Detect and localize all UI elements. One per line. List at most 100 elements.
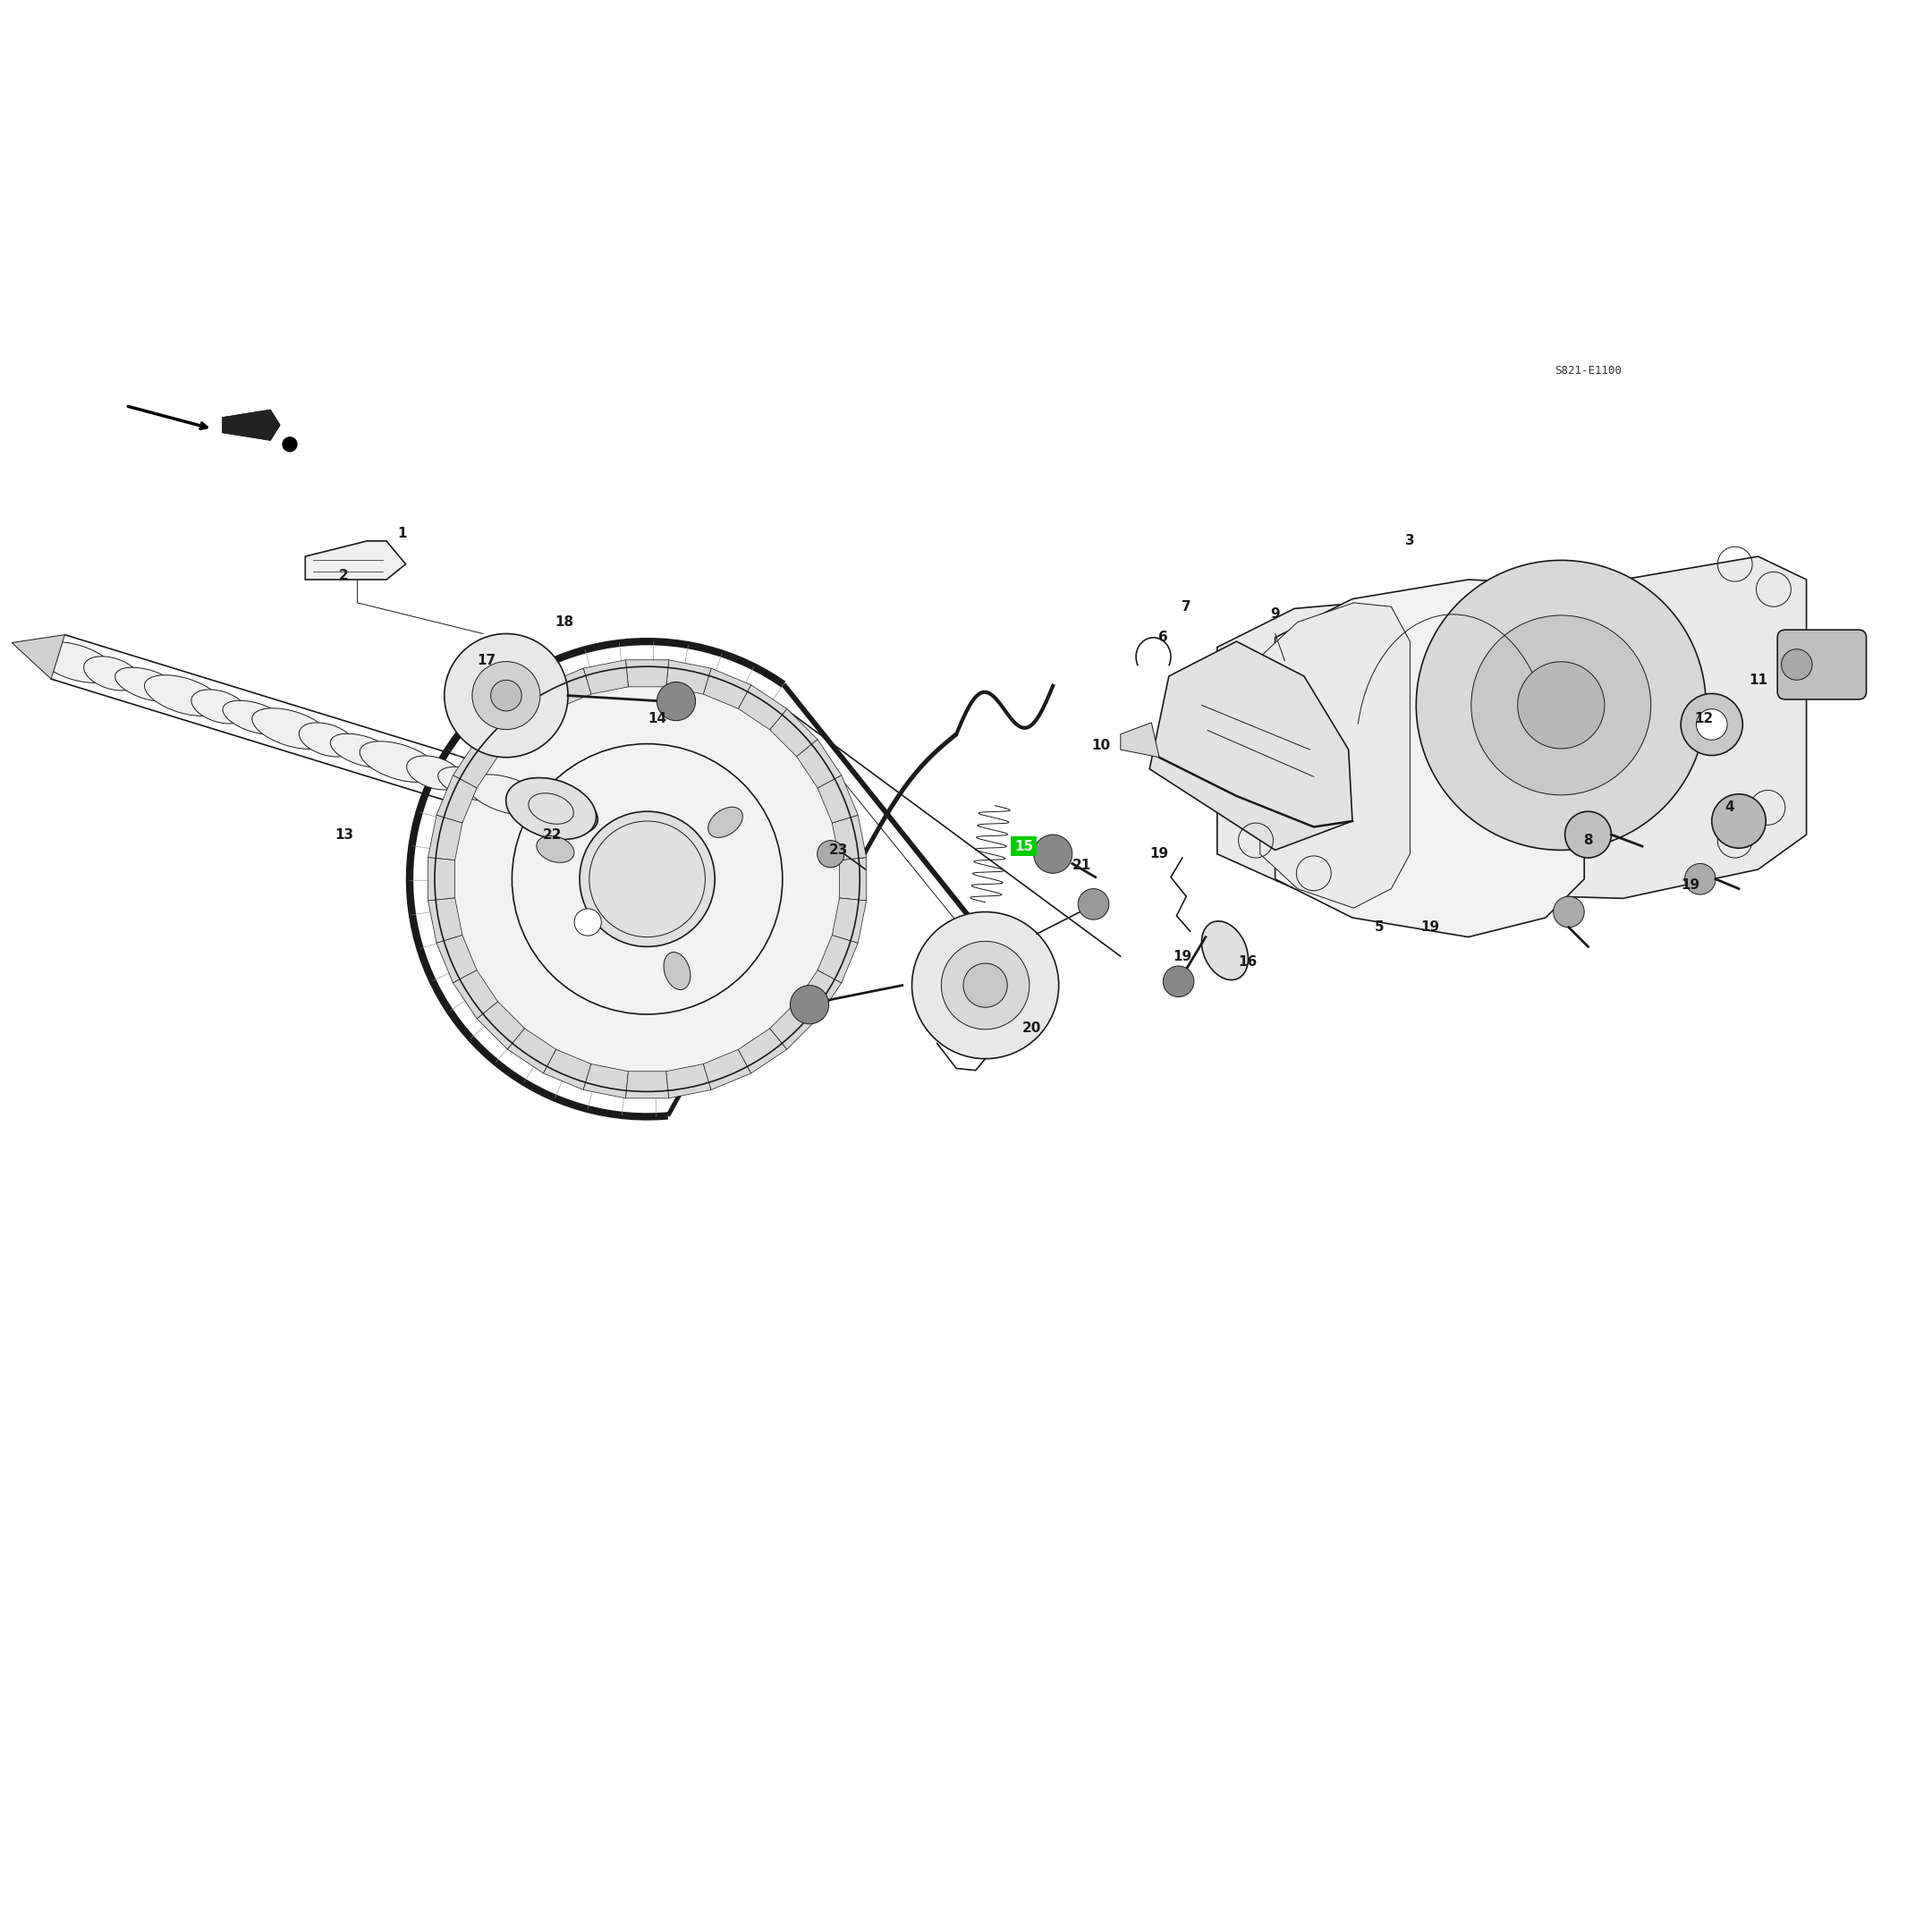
Text: 19: 19 xyxy=(1420,922,1439,933)
Ellipse shape xyxy=(83,657,139,690)
Circle shape xyxy=(1416,560,1706,850)
Circle shape xyxy=(580,811,715,947)
Text: 3: 3 xyxy=(1406,535,1414,547)
Text: 17: 17 xyxy=(477,655,497,667)
Circle shape xyxy=(1078,889,1109,920)
Polygon shape xyxy=(583,1065,628,1097)
Polygon shape xyxy=(769,1001,817,1049)
Text: 15: 15 xyxy=(1014,840,1034,852)
Polygon shape xyxy=(626,1072,668,1097)
Polygon shape xyxy=(429,898,462,943)
Circle shape xyxy=(450,682,844,1076)
Polygon shape xyxy=(508,1028,556,1074)
Ellipse shape xyxy=(524,788,597,835)
Ellipse shape xyxy=(1202,922,1248,980)
Ellipse shape xyxy=(359,742,439,782)
Text: 14: 14 xyxy=(647,713,667,724)
Circle shape xyxy=(1681,694,1743,755)
Circle shape xyxy=(471,661,541,730)
Ellipse shape xyxy=(116,667,180,701)
Text: 12: 12 xyxy=(1694,713,1714,724)
Text: 19: 19 xyxy=(1173,951,1192,962)
Text: 2: 2 xyxy=(340,570,348,582)
Text: S821-E1100: S821-E1100 xyxy=(1555,365,1621,377)
Text: 4: 4 xyxy=(1725,802,1733,813)
Text: 13: 13 xyxy=(334,829,354,840)
Circle shape xyxy=(1163,966,1194,997)
Circle shape xyxy=(574,908,601,935)
Text: 10: 10 xyxy=(1092,740,1111,752)
Polygon shape xyxy=(222,410,280,440)
Circle shape xyxy=(964,964,1007,1007)
Circle shape xyxy=(444,634,568,757)
Polygon shape xyxy=(796,970,842,1018)
Polygon shape xyxy=(508,684,556,730)
Circle shape xyxy=(1685,864,1716,895)
Polygon shape xyxy=(626,661,668,686)
Text: 16: 16 xyxy=(1238,956,1258,968)
Text: 19: 19 xyxy=(1681,879,1700,891)
Polygon shape xyxy=(667,661,711,694)
Text: 20: 20 xyxy=(1022,1022,1041,1034)
Ellipse shape xyxy=(709,808,742,837)
Ellipse shape xyxy=(145,674,222,717)
Polygon shape xyxy=(583,661,628,694)
Circle shape xyxy=(1034,835,1072,873)
Circle shape xyxy=(1553,896,1584,927)
Polygon shape xyxy=(437,935,477,983)
Text: 18: 18 xyxy=(554,616,574,628)
Ellipse shape xyxy=(37,641,116,682)
Polygon shape xyxy=(452,740,498,788)
Text: 19: 19 xyxy=(1150,848,1169,860)
Ellipse shape xyxy=(406,755,464,790)
Polygon shape xyxy=(543,1049,591,1090)
Circle shape xyxy=(282,437,298,452)
Polygon shape xyxy=(1150,641,1352,850)
Polygon shape xyxy=(833,815,866,860)
Circle shape xyxy=(491,680,522,711)
Polygon shape xyxy=(305,541,406,580)
Polygon shape xyxy=(738,1028,786,1074)
Circle shape xyxy=(817,840,844,867)
Polygon shape xyxy=(477,1001,526,1049)
Text: 22: 22 xyxy=(543,829,562,840)
FancyBboxPatch shape xyxy=(1777,630,1866,699)
Circle shape xyxy=(657,682,696,721)
Polygon shape xyxy=(543,668,591,709)
Polygon shape xyxy=(840,858,866,900)
Circle shape xyxy=(1712,794,1766,848)
Text: 7: 7 xyxy=(1182,601,1190,612)
Ellipse shape xyxy=(222,701,288,734)
Polygon shape xyxy=(477,709,526,757)
Text: 9: 9 xyxy=(1271,609,1279,620)
Polygon shape xyxy=(429,858,454,900)
Ellipse shape xyxy=(251,709,330,750)
Text: 11: 11 xyxy=(1748,674,1768,686)
Polygon shape xyxy=(429,815,462,860)
Polygon shape xyxy=(796,740,842,788)
Ellipse shape xyxy=(439,767,502,802)
Polygon shape xyxy=(769,709,817,757)
Polygon shape xyxy=(1275,580,1584,937)
Text: 6: 6 xyxy=(1159,632,1167,643)
Circle shape xyxy=(790,985,829,1024)
Polygon shape xyxy=(667,1065,711,1097)
Polygon shape xyxy=(437,775,477,823)
Ellipse shape xyxy=(330,734,396,767)
Ellipse shape xyxy=(299,723,355,757)
Circle shape xyxy=(1565,811,1611,858)
Polygon shape xyxy=(817,935,858,983)
Circle shape xyxy=(912,912,1059,1059)
Text: 1: 1 xyxy=(398,527,406,539)
Text: 23: 23 xyxy=(829,844,848,856)
Polygon shape xyxy=(703,1049,752,1090)
Polygon shape xyxy=(12,636,66,678)
Polygon shape xyxy=(1217,556,1806,898)
Polygon shape xyxy=(817,775,858,823)
Polygon shape xyxy=(452,970,498,1018)
Ellipse shape xyxy=(506,779,597,840)
Ellipse shape xyxy=(514,788,570,823)
Ellipse shape xyxy=(665,952,690,989)
Circle shape xyxy=(1519,661,1605,748)
Text: 21: 21 xyxy=(1072,860,1092,871)
